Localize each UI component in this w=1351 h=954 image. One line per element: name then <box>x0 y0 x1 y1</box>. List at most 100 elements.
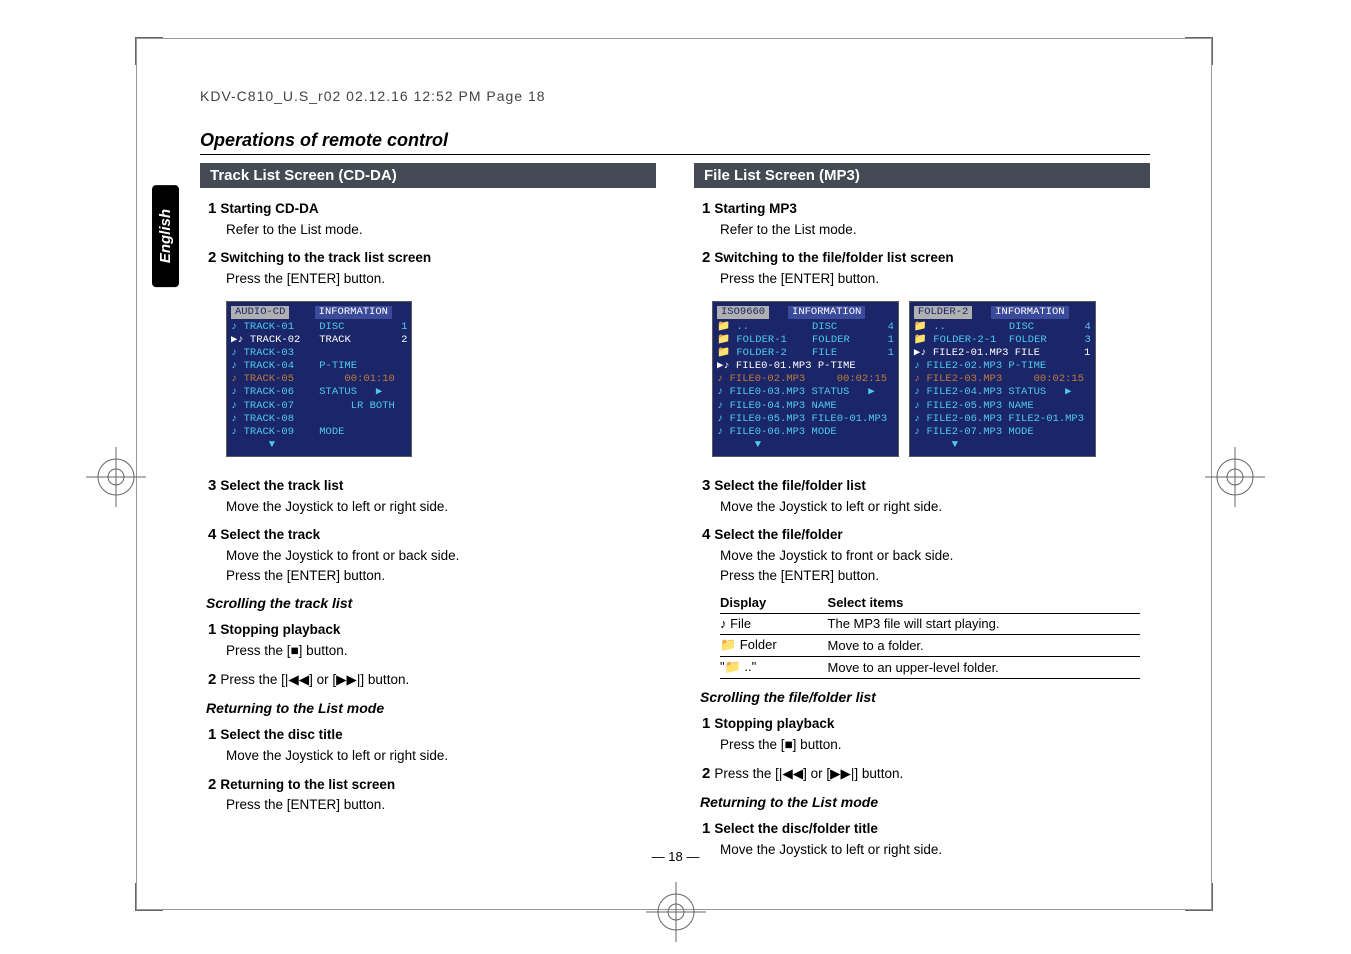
step: 3 Select the file/folder list Move the Joy… <box>702 475 1150 516</box>
step: 1 Select the disc/folder title Move the Jo… <box>702 818 1150 859</box>
step-title: Select the track list <box>220 478 343 493</box>
step: 1 Stopping playback Press the [■] button. <box>702 713 1150 754</box>
step-body: Move the Joystick to front or back side. <box>226 546 656 566</box>
table-row: 📁 FolderMove to a folder. <box>720 635 1140 657</box>
step-number: 4 <box>208 526 216 543</box>
step-number: 4 <box>702 526 710 543</box>
step-number: 1 <box>208 726 216 743</box>
step-title: Select the file/folder <box>714 527 842 542</box>
sub-heading: Returning to the List mode <box>700 794 1150 810</box>
content-area: English Operations of remote control Tra… <box>200 130 1150 868</box>
step-body: Press the [ENTER] button. <box>720 269 1150 289</box>
page-number: — 18 — <box>652 849 700 864</box>
step-title: Switching to the file/folder list screen <box>714 250 953 265</box>
table-header: Display <box>720 593 828 614</box>
step-body: Move the Joystick to left or right side. <box>226 497 656 517</box>
step-body: Press the [ENTER] button. <box>720 566 1150 586</box>
mp3-screenshot-2: FOLDER-2 INFORMATION 📁 .. DISC 4 📁 FOLDE… <box>909 301 1096 457</box>
step-number: 1 <box>702 820 710 837</box>
table-cell: ♪ File <box>720 614 828 635</box>
crop-mark-tl <box>135 37 163 65</box>
step-body: Press the [■] button. <box>226 641 656 661</box>
step-number: 1 <box>702 715 710 732</box>
step: 1 Starting CD-DA Refer to the List mode. <box>208 198 656 239</box>
step-number: 2 <box>208 671 216 688</box>
step-body: Move the Joystick to left or right side. <box>720 840 1150 860</box>
step-number: 3 <box>208 477 216 494</box>
step-number: 2 <box>208 249 216 266</box>
step: 2 Switching to the file/folder list scree… <box>702 247 1150 288</box>
registration-mark-right <box>1205 447 1265 507</box>
step-body: Press the [ENTER] button. <box>226 269 656 289</box>
block-title-right: File List Screen (MP3) <box>694 163 1150 188</box>
step-body: Move the Joystick to left or right side. <box>226 746 656 766</box>
step-title: Starting MP3 <box>714 201 797 216</box>
step: 1 Starting MP3 Refer to the List mode. <box>702 198 1150 239</box>
step-title: Returning to the list screen <box>220 777 395 792</box>
left-column: Track List Screen (CD-DA) 1 Starting CD-D… <box>200 163 656 868</box>
step-body: Refer to the List mode. <box>226 220 656 240</box>
step-number: 3 <box>702 477 710 494</box>
table-cell: "📁 .." <box>720 657 828 679</box>
table-cell: Move to an upper-level folder. <box>828 657 1140 679</box>
step-number: 2 <box>702 249 710 266</box>
table-cell: Move to a folder. <box>828 635 1140 657</box>
screenshot-tab: AUDIO-CD <box>231 306 289 319</box>
step: 1 Stopping playback Press the [■] button. <box>208 619 656 660</box>
step-title: Select the track <box>220 527 320 542</box>
cd-da-screenshot: AUDIO-CD INFORMATION ♪ TRACK-01 DISC 1 ▶… <box>226 301 412 457</box>
page-header-meta: KDV-C810_U.S_r02 02.12.16 12:52 PM Page … <box>200 88 546 104</box>
table-row: ♪ FileThe MP3 file will start playing. <box>720 614 1140 635</box>
crop-mark-bl <box>135 883 163 911</box>
right-column: File List Screen (MP3) 1 Starting MP3 Refe… <box>694 163 1150 868</box>
step-body: Press the [ENTER] button. <box>226 566 656 586</box>
crop-mark-tr <box>1185 37 1213 65</box>
step: 2 Press the [|◀◀] or [▶▶|] button. <box>702 763 1150 785</box>
step: 1 Select the disc title Move the Joystick … <box>208 724 656 765</box>
step-title: Select the disc title <box>220 727 342 742</box>
step: 3 Select the track list Move the Joystick … <box>208 475 656 516</box>
step-number: 2 <box>208 776 216 793</box>
step: 2 Returning to the list screen Press the [… <box>208 774 656 815</box>
table-cell: The MP3 file will start playing. <box>828 614 1140 635</box>
step-number: 1 <box>702 200 710 217</box>
step-body-inline: Press the [|◀◀] or [▶▶|] button. <box>220 672 409 687</box>
screenshot-info-header: INFORMATION <box>315 306 392 319</box>
step-body-inline: Press the [|◀◀] or [▶▶|] button. <box>714 766 903 781</box>
mp3-screenshot-1: ISO9660 INFORMATION 📁 .. DISC 4 📁 FOLDER… <box>712 301 899 457</box>
step: 2 Press the [|◀◀] or [▶▶|] button. <box>208 669 656 691</box>
screenshot-tab: FOLDER-2 <box>914 306 972 319</box>
step-body: Move the Joystick to front or back side. <box>720 546 1150 566</box>
registration-mark-bottom <box>646 882 706 942</box>
screenshot-tab: ISO9660 <box>717 306 769 319</box>
screenshot-info-header: INFORMATION <box>991 306 1068 319</box>
step-number: 1 <box>208 621 216 638</box>
step-title: Select the disc/folder title <box>714 821 878 836</box>
step-title: Stopping playback <box>714 716 834 731</box>
step-body: Press the [ENTER] button. <box>226 795 656 815</box>
crop-mark-br <box>1185 883 1213 911</box>
registration-mark-left <box>86 447 146 507</box>
language-tab: English <box>152 185 179 287</box>
section-title: Operations of remote control <box>200 130 1150 155</box>
screenshot-info-header: INFORMATION <box>788 306 865 319</box>
step-number: 1 <box>208 200 216 217</box>
step: 2 Switching to the track list screen Press… <box>208 247 656 288</box>
step-title: Switching to the track list screen <box>220 250 431 265</box>
step: 4 Select the track Move the Joystick to fr… <box>208 524 656 585</box>
table-cell: 📁 Folder <box>720 635 828 657</box>
block-title-left: Track List Screen (CD-DA) <box>200 163 656 188</box>
step-title: Starting CD-DA <box>220 201 318 216</box>
sub-heading: Scrolling the track list <box>206 595 656 611</box>
sub-heading: Scrolling the file/folder list <box>700 689 1150 705</box>
table-row: "📁 .."Move to an upper-level folder. <box>720 657 1140 679</box>
step-title: Stopping playback <box>220 622 340 637</box>
step-body: Press the [■] button. <box>720 735 1150 755</box>
table-header: Select items <box>828 593 1140 614</box>
step-body: Refer to the List mode. <box>720 220 1150 240</box>
sub-heading: Returning to the List mode <box>206 700 656 716</box>
step-title: Select the file/folder list <box>714 478 866 493</box>
select-items-table: DisplaySelect items ♪ FileThe MP3 file w… <box>720 593 1140 679</box>
step-body: Move the Joystick to left or right side. <box>720 497 1150 517</box>
step-number: 2 <box>702 765 710 782</box>
